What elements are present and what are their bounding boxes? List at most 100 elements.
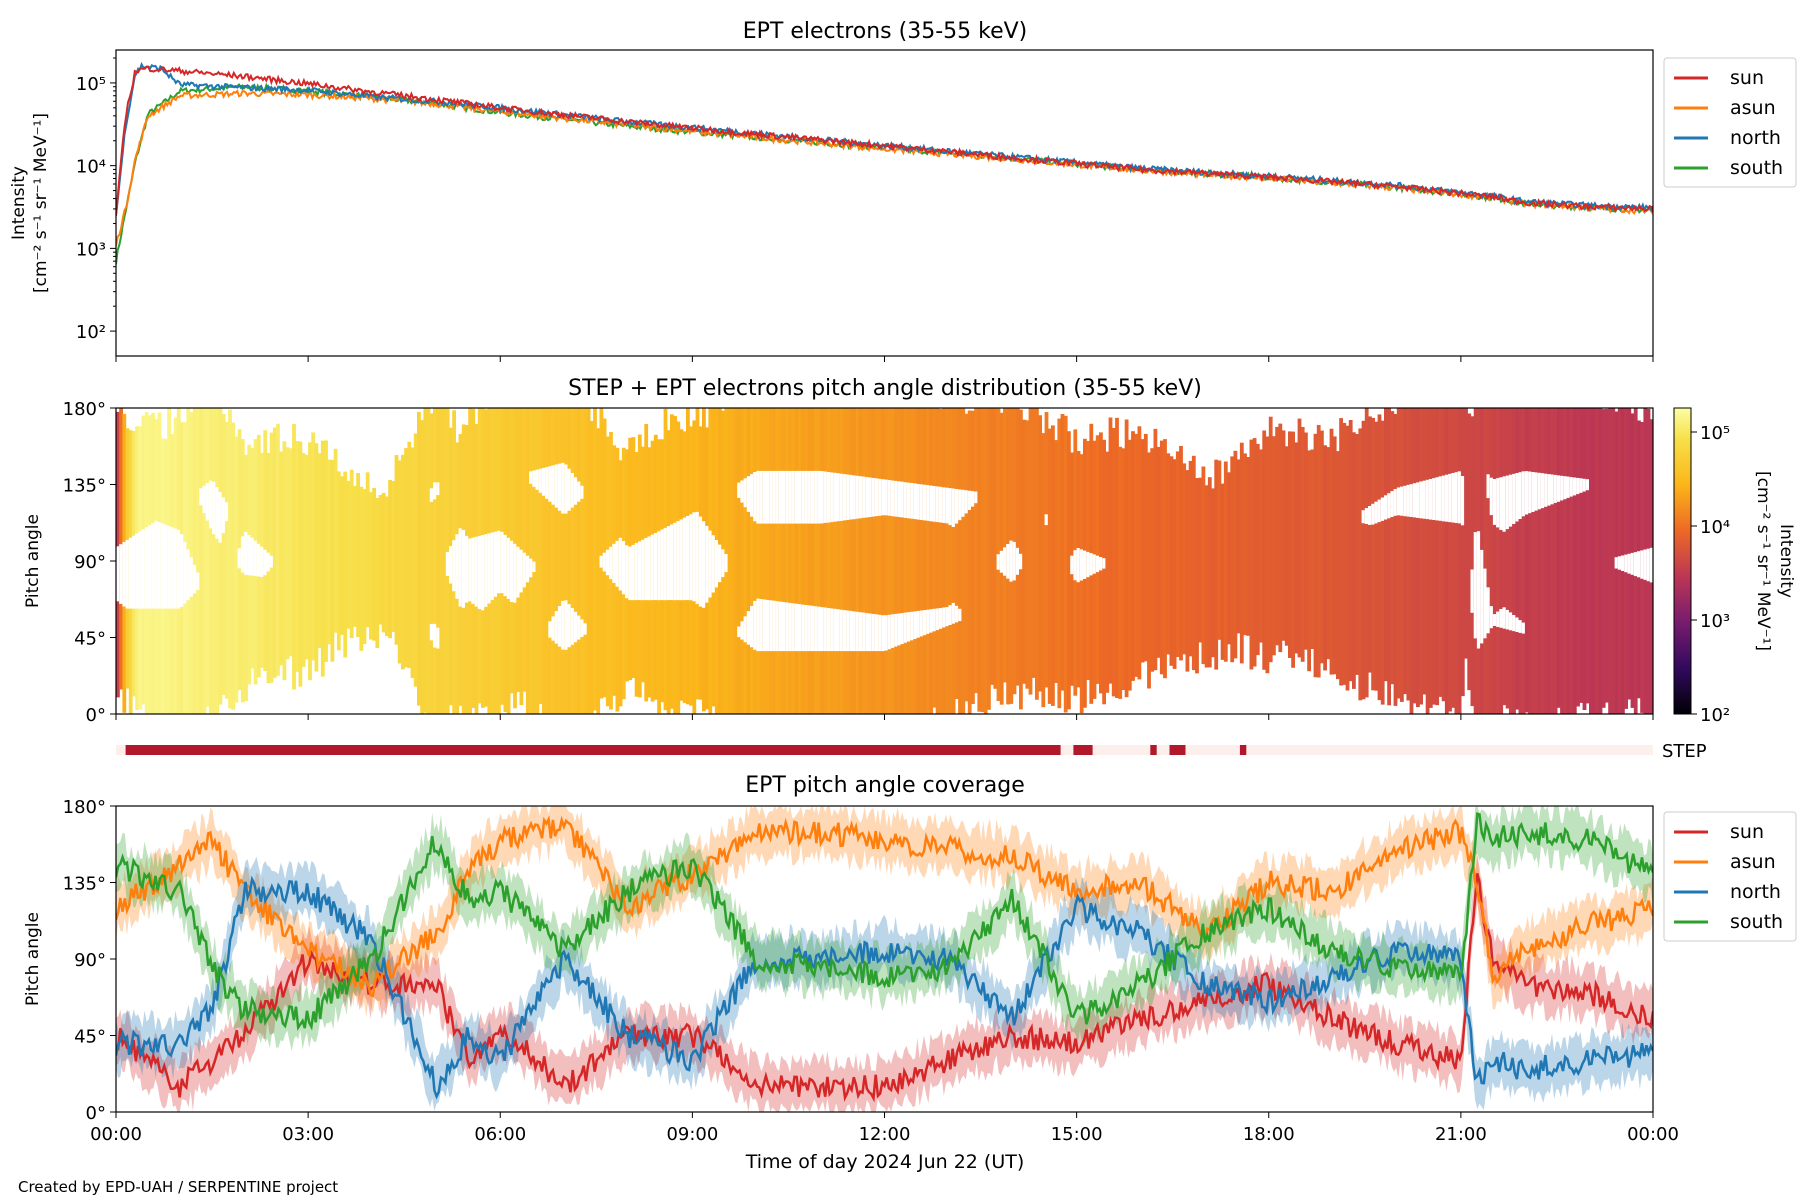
heatmap-gap xyxy=(493,531,498,597)
heatmap-gap xyxy=(890,614,895,648)
heatmap-gap xyxy=(814,606,818,652)
x-tick-label: 03:00 xyxy=(282,1124,334,1145)
heatmap-cell xyxy=(1460,408,1465,697)
coverage-panel-title: EPT pitch angle coverage xyxy=(745,773,1025,798)
heatmap-gap xyxy=(551,465,556,505)
heatmap-cell xyxy=(573,408,578,714)
x-tick-label: 18:00 xyxy=(1243,1124,1295,1145)
heatmap-cell xyxy=(388,480,392,639)
heatmap-gap xyxy=(948,488,953,526)
heatmap-cell xyxy=(1320,430,1324,664)
heatmap-gap xyxy=(180,534,184,607)
heatmap-gap xyxy=(910,611,914,641)
heatmap-cell xyxy=(871,408,876,714)
heatmap-cell xyxy=(429,413,434,714)
heatmap-gap xyxy=(903,482,908,518)
heatmap-gap xyxy=(1515,473,1520,522)
heatmap-gap xyxy=(183,541,187,604)
heatmap-cell xyxy=(1143,433,1148,662)
y-tick-label: 10⁵ xyxy=(76,74,106,95)
heatmap-gap xyxy=(503,534,508,597)
heatmap-gap xyxy=(823,607,828,652)
heatmap-gap xyxy=(663,527,668,601)
heatmap-cell xyxy=(900,408,905,714)
heatmap-gap xyxy=(855,611,860,652)
heatmap-cell xyxy=(1108,417,1113,684)
heatmap-cell xyxy=(417,412,421,706)
y-tick-label: 45° xyxy=(74,629,106,650)
heatmap-cell xyxy=(743,408,748,714)
x-tick-label: 00:00 xyxy=(1627,1124,1679,1145)
heatmap-cell xyxy=(868,408,873,714)
heatmap-gap xyxy=(176,529,181,609)
heatmap-gap xyxy=(618,537,623,591)
heatmap-gap xyxy=(452,540,456,592)
heatmap-cell xyxy=(938,409,943,714)
heatmap-gap xyxy=(922,484,927,521)
heatmap-cell xyxy=(401,454,405,670)
heatmap-gap xyxy=(1556,475,1561,502)
heatmap-cell xyxy=(583,408,588,714)
heatmap-gap xyxy=(721,549,725,578)
heatmap-cell xyxy=(1339,418,1343,686)
heatmap-cell xyxy=(753,408,757,714)
heatmap-cell xyxy=(987,408,991,710)
heatmap-cell xyxy=(288,448,293,657)
heatmap-gap xyxy=(1521,471,1526,517)
heatmap-gap xyxy=(455,534,460,599)
heatmap-gap xyxy=(436,627,440,649)
heatmap-gap xyxy=(807,605,812,652)
heatmap-gap xyxy=(689,514,693,601)
heatmap-gap xyxy=(529,558,533,578)
heatmap-gap xyxy=(961,489,966,517)
heatmap-gap xyxy=(215,487,220,539)
heatmap-cell xyxy=(951,408,956,714)
heatmap-gap xyxy=(778,601,783,652)
heatmap-gap xyxy=(711,535,716,593)
heatmap-cell xyxy=(330,459,335,662)
heatmap-cell xyxy=(1153,428,1158,671)
heatmap-cell xyxy=(762,408,767,714)
heatmap-cell xyxy=(1323,445,1327,671)
heatmap-cell xyxy=(1047,428,1052,704)
heatmap-gap xyxy=(833,472,838,522)
heatmap-gap xyxy=(1460,476,1465,526)
heatmap-gap xyxy=(1476,531,1481,649)
heatmap-cell xyxy=(929,408,934,714)
heatmap-cell xyxy=(932,408,937,708)
heatmap-gap xyxy=(807,470,812,524)
coverage-legend: sun asun north south xyxy=(1663,811,1797,942)
heatmap-cell xyxy=(734,408,738,714)
legend-label-north: north xyxy=(1730,881,1781,903)
heatmap-gap xyxy=(468,538,472,602)
heatmap-gap xyxy=(132,535,136,609)
heatmap-cell xyxy=(1534,408,1539,714)
heatmap-gap xyxy=(1070,555,1074,575)
heatmap-gap xyxy=(932,486,937,522)
heatmap-gap xyxy=(916,610,921,638)
heatmap-gap xyxy=(564,464,569,514)
legend-label-asun: asun xyxy=(1730,851,1776,873)
heatmap-gap xyxy=(605,549,610,576)
heatmap-gap xyxy=(878,614,882,652)
heatmap-gap xyxy=(1480,549,1484,644)
heatmap-cell xyxy=(874,408,879,714)
heatmap-cell xyxy=(298,441,303,687)
heatmap-gap xyxy=(609,546,613,580)
heatmap-cell xyxy=(772,408,777,714)
heatmap-cell xyxy=(1412,408,1417,704)
heatmap-gap xyxy=(782,602,786,652)
legend-label-north: north xyxy=(1730,127,1781,149)
heatmap-gap xyxy=(894,613,898,647)
heatmap-cell xyxy=(1166,453,1171,655)
heatmap-cell xyxy=(397,460,402,664)
heatmap-gap xyxy=(541,467,546,496)
heatmap-cell xyxy=(1560,408,1564,714)
heatmap-cell xyxy=(372,487,376,641)
heatmap-gap xyxy=(772,600,777,652)
x-tick-label: 09:00 xyxy=(666,1124,718,1145)
heatmap-gap xyxy=(250,537,255,576)
heatmap-gap xyxy=(945,487,950,524)
heatmap-cell xyxy=(1444,408,1449,714)
